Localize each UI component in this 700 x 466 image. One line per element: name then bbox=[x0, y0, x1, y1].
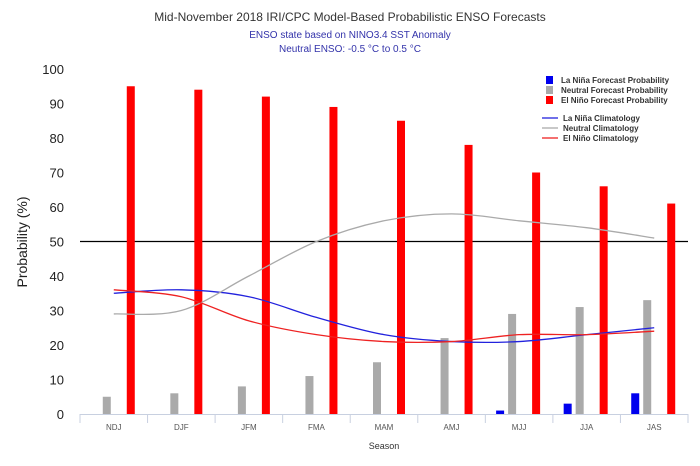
bar-neutral-jas bbox=[643, 300, 652, 414]
y-tick-label-60: 60 bbox=[50, 200, 64, 215]
chart-subtitle-line-1: ENSO state based on NINO3.4 SST Anomaly bbox=[249, 30, 451, 41]
x-tick-label-jfm: JFM bbox=[241, 423, 257, 432]
bar-neutral-jfm bbox=[237, 386, 246, 414]
bar-el-jfm bbox=[261, 96, 270, 414]
y-tick-label-30: 30 bbox=[50, 304, 64, 319]
bar-la-jas bbox=[631, 393, 640, 414]
bar-la-jja bbox=[563, 403, 572, 414]
bar-el-amj bbox=[464, 144, 473, 414]
legend-label-la-climatology: La Niña Climatology bbox=[563, 114, 640, 123]
bar-neutral-djf bbox=[170, 393, 179, 414]
y-tick-label-10: 10 bbox=[50, 373, 64, 388]
climatology-line-el bbox=[113, 289, 655, 344]
legend-label-la-forecast: La Niña Forecast Probability bbox=[561, 76, 670, 85]
chart-title: Mid-November 2018 IRI/CPC Model-Based Pr… bbox=[154, 10, 545, 24]
legend-label-neutral-forecast: Neutral Forecast Probability bbox=[561, 86, 668, 95]
bar-la-mjj bbox=[496, 410, 505, 414]
y-tick-label-20: 20 bbox=[50, 338, 64, 353]
legend-swatch-el-forecast bbox=[546, 96, 553, 104]
bar-el-mjj bbox=[532, 172, 541, 414]
x-tick-label-mjj: MJJ bbox=[512, 423, 527, 432]
bar-neutral-fma bbox=[305, 376, 314, 414]
x-tick-label-jja: JJA bbox=[580, 423, 594, 432]
x-axis-label: Season bbox=[369, 441, 400, 451]
legend-label-neutral-climatology: Neutral Climatology bbox=[563, 124, 639, 133]
legend-label-el-forecast: El Niño Forecast Probability bbox=[561, 96, 668, 105]
y-tick-label-70: 70 bbox=[50, 166, 64, 181]
bar-neutral-amj bbox=[440, 338, 449, 414]
y-tick-label-40: 40 bbox=[50, 269, 64, 284]
y-tick-label-80: 80 bbox=[50, 131, 64, 146]
y-tick-label-100: 100 bbox=[42, 62, 64, 77]
bar-neutral-ndj bbox=[102, 396, 111, 414]
x-tick-label-djf: DJF bbox=[174, 423, 189, 432]
x-tick-label-jas: JAS bbox=[647, 423, 662, 432]
legend-swatch-neutral-forecast bbox=[546, 86, 553, 94]
bar-el-jas bbox=[667, 203, 676, 414]
bar-neutral-mam bbox=[373, 362, 381, 414]
legend-label-el-climatology: El Niño Climatology bbox=[563, 134, 639, 143]
bar-el-mam bbox=[397, 120, 405, 414]
bar-el-fma bbox=[329, 106, 338, 414]
chart-subtitle-line-2: Neutral ENSO: -0.5 °C to 0.5 °C bbox=[279, 44, 421, 55]
x-tick-label-ndj: NDJ bbox=[106, 423, 122, 432]
legend-swatch-la-forecast bbox=[546, 76, 553, 84]
axes-layer: 0 10 20 30 40 50 60 70 80 90 100 NDJ DJF JFM FMA MAM AMJ… bbox=[42, 62, 689, 432]
y-tick-label-0: 0 bbox=[57, 407, 64, 422]
y-tick-label-50: 50 bbox=[50, 235, 64, 250]
bar-neutral-jja bbox=[575, 307, 584, 414]
x-tick-label-mam: MAM bbox=[375, 423, 394, 432]
bar-el-ndj bbox=[126, 86, 135, 414]
x-tick-label-amj: AMJ bbox=[444, 423, 460, 432]
climatology-lines-layer bbox=[113, 213, 655, 344]
bar-el-djf bbox=[194, 89, 203, 414]
y-axis-label: Probability (%) bbox=[14, 196, 30, 287]
bar-neutral-mjj bbox=[508, 313, 517, 414]
bars-layer bbox=[102, 86, 676, 414]
bar-el-jja bbox=[599, 186, 608, 414]
y-tick-label-90: 90 bbox=[50, 97, 64, 112]
climatology-line-la bbox=[113, 289, 655, 344]
x-tick-label-fma: FMA bbox=[308, 423, 326, 432]
